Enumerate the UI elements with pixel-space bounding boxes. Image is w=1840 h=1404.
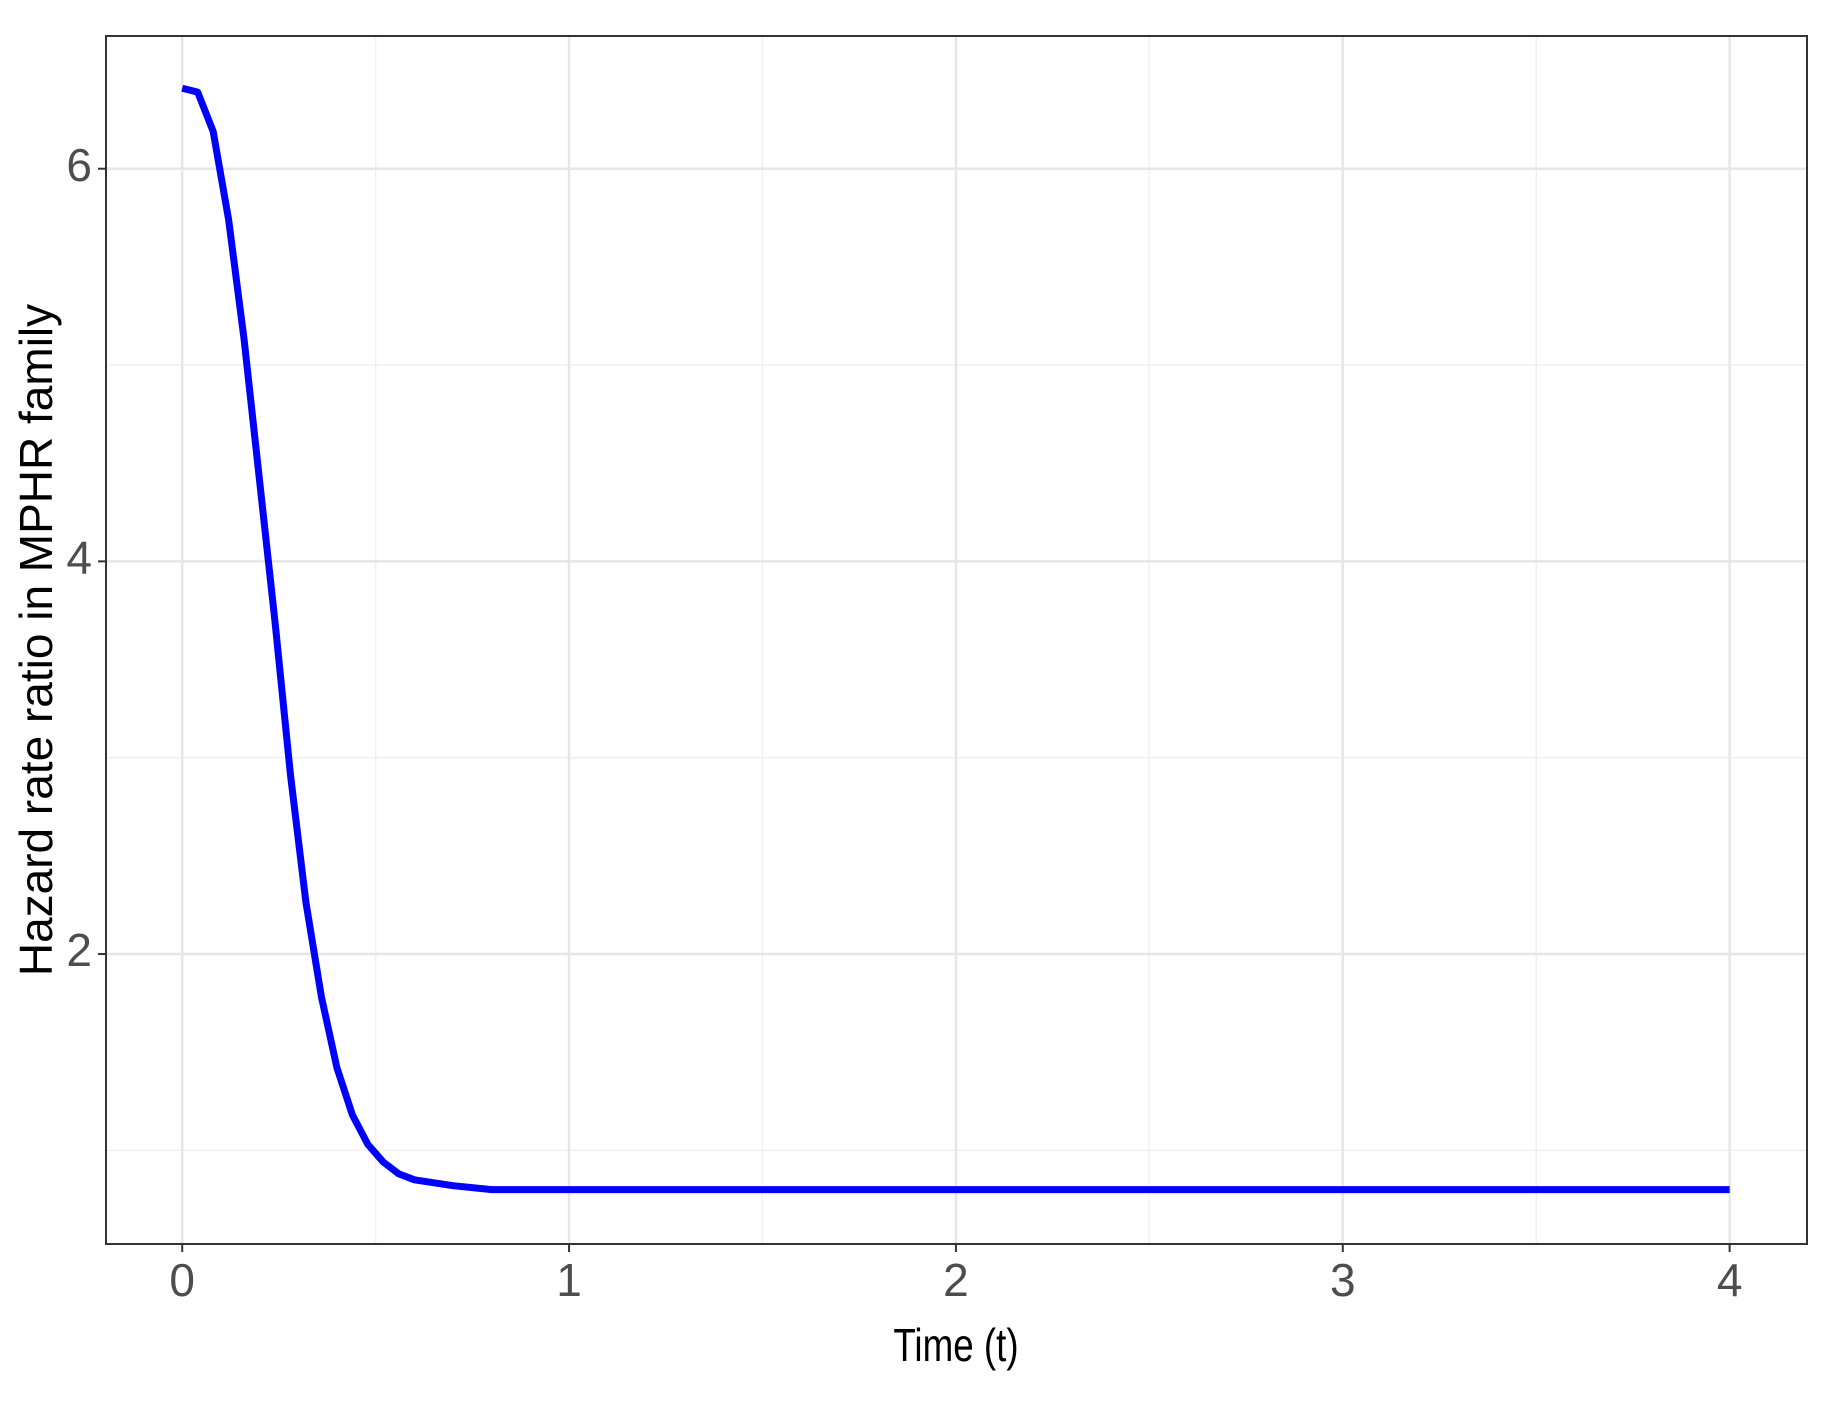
x-tick-label: 1 xyxy=(556,1254,582,1306)
x-tick-label: 3 xyxy=(1330,1254,1356,1306)
x-tick-label: 2 xyxy=(943,1254,969,1306)
x-axis-title: Time (t) xyxy=(893,1319,1018,1371)
y-axis-title: Hazard rate ratio in MPHR family xyxy=(10,304,62,976)
y-tick-label: 6 xyxy=(66,139,92,191)
x-tick-label: 4 xyxy=(1717,1254,1743,1306)
y-tick-label: 4 xyxy=(66,532,92,584)
y-tick-label: 2 xyxy=(66,924,92,976)
line-series xyxy=(181,84,1730,1194)
x-tick-label: 0 xyxy=(169,1254,195,1306)
panel-border xyxy=(105,35,1808,1245)
